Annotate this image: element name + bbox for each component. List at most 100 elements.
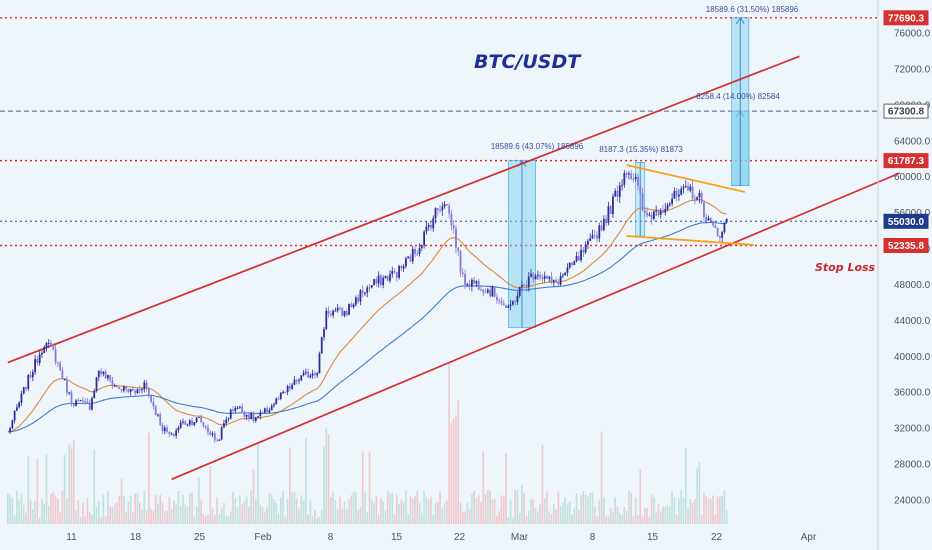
candle-body — [152, 401, 155, 407]
channel-lower-line — [171, 172, 900, 481]
volume-bar — [525, 515, 528, 524]
candle-body — [277, 398, 280, 400]
candle-body — [407, 256, 410, 259]
volume-bar — [644, 508, 646, 524]
candle-body — [680, 188, 683, 195]
volume-bar — [416, 491, 419, 524]
time-tick-label: 15 — [391, 532, 403, 543]
volume-bar — [534, 508, 537, 524]
candle-body — [102, 371, 105, 374]
candle-body — [150, 394, 153, 402]
candle-body — [502, 303, 505, 306]
candle-body — [498, 300, 501, 302]
volume-bar — [580, 494, 582, 524]
level-price-tag-label: 67300.8 — [888, 107, 925, 118]
volume-bar — [400, 499, 403, 524]
volume-bar — [261, 507, 264, 524]
candle-body — [270, 405, 273, 411]
candle-body — [223, 423, 225, 428]
candle-body — [598, 225, 601, 239]
candle-body — [284, 391, 287, 393]
candle-body — [653, 211, 655, 219]
candle-body — [709, 218, 712, 222]
candle-body — [641, 192, 644, 211]
volume-bar — [493, 498, 496, 524]
volume-bar — [509, 499, 512, 524]
volume-bar — [27, 455, 30, 524]
candle-body — [521, 284, 523, 288]
candle-body — [9, 428, 11, 432]
candle-body — [168, 431, 171, 434]
candle-body — [311, 373, 314, 376]
volume-bar — [725, 510, 728, 524]
volume-bar — [227, 515, 230, 524]
candle-body — [56, 362, 59, 364]
volume-bar — [662, 506, 664, 524]
candle-body — [543, 276, 546, 279]
volume-bar — [234, 498, 237, 524]
volume-bar — [471, 494, 473, 524]
volume-bar — [323, 446, 325, 524]
candle-body — [721, 232, 724, 238]
candle-body — [263, 408, 266, 413]
candle-body — [259, 412, 262, 417]
volume-bar — [523, 492, 526, 524]
measure-arrow-head — [735, 16, 745, 25]
volume-bar — [211, 508, 214, 524]
candle-body — [213, 433, 216, 441]
candle-body — [273, 404, 275, 406]
candle-body — [587, 240, 589, 245]
candle-body — [47, 342, 50, 344]
volume-bar — [82, 501, 84, 524]
volume-bar — [402, 502, 405, 524]
candle-body — [302, 372, 305, 376]
volume-bar — [698, 461, 701, 524]
candle-body — [480, 289, 482, 291]
volume-bar — [225, 515, 227, 524]
volume-bar — [589, 493, 591, 524]
volume-bar — [423, 490, 425, 524]
volume-bar — [575, 493, 578, 524]
candle-body — [100, 370, 102, 374]
volume-bar — [273, 499, 275, 524]
volume-bars — [7, 362, 728, 524]
measure-label: 18589.6 (43.07%) 185896 — [491, 142, 584, 151]
price-tick-label: 72000.0 — [894, 64, 931, 75]
candle-body — [675, 190, 678, 197]
candle-body — [143, 382, 146, 390]
volume-bar — [391, 492, 394, 524]
candle-body — [646, 212, 648, 216]
candle-body — [88, 403, 91, 410]
volume-bar — [207, 514, 209, 524]
candle-body — [334, 310, 337, 312]
candle-body — [54, 349, 57, 363]
level-price-tag — [883, 10, 929, 26]
volume-bar — [673, 497, 676, 524]
candle-body — [77, 400, 80, 402]
volume-bar — [612, 512, 614, 524]
time-tick-label: Feb — [254, 532, 272, 543]
candle-body — [609, 206, 612, 214]
volume-bar — [366, 511, 369, 524]
candle-body — [386, 275, 389, 281]
candle-body — [555, 280, 557, 283]
candle-body — [68, 392, 71, 394]
candle-body — [211, 433, 214, 435]
candle-body — [34, 359, 36, 373]
volume-bar — [498, 511, 500, 524]
candle-body — [605, 219, 608, 224]
candle-body — [634, 176, 637, 179]
volume-bar — [714, 514, 717, 524]
level-price-tag — [883, 153, 929, 169]
candle-body — [648, 214, 651, 216]
candle-body — [659, 210, 662, 215]
volume-bar — [578, 510, 580, 524]
volume-bar — [132, 511, 134, 524]
ma-fast-line — [7, 199, 727, 433]
volume-bar — [41, 498, 43, 524]
volume-bar — [466, 502, 469, 524]
candle-body — [562, 275, 564, 277]
volume-bar — [473, 490, 475, 524]
volume-bar — [502, 496, 505, 524]
candle-body — [455, 228, 457, 248]
